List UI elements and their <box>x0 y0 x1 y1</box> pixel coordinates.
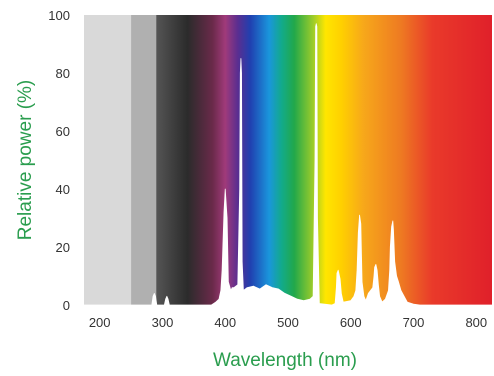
spectrum-gradient-band <box>156 15 492 305</box>
y-tick-label-100: 100 <box>48 8 70 23</box>
y-tick-label-80: 80 <box>56 66 70 81</box>
y-tick-label-20: 20 <box>56 240 70 255</box>
spectral-power-series-1 <box>83 23 493 306</box>
x-axis-title: Wavelength (nm) <box>213 350 357 371</box>
x-tick-label-200: 200 <box>89 315 111 330</box>
y-tick-label-40: 40 <box>56 182 70 197</box>
y-axis-title: Relative power (%) <box>15 80 36 241</box>
x-tick-label-800: 800 <box>465 315 487 330</box>
x-tick-label-400: 400 <box>214 315 236 330</box>
x-tick-label-300: 300 <box>152 315 174 330</box>
y-tick-label-0: 0 <box>63 298 70 313</box>
background-band-2 <box>131 15 157 305</box>
x-tick-labels: 200 300 400 500 600 700 800 <box>89 315 487 330</box>
background-bands <box>84 15 492 305</box>
y-tick-labels: 0 20 40 60 80 100 <box>48 8 70 313</box>
x-tick-label-500: 500 <box>277 315 299 330</box>
spectral-power-curve <box>83 23 493 306</box>
y-tick-label-60: 60 <box>56 124 70 139</box>
x-tick-label-600: 600 <box>340 315 362 330</box>
x-tick-label-700: 700 <box>403 315 425 330</box>
background-band-1 <box>84 15 132 305</box>
